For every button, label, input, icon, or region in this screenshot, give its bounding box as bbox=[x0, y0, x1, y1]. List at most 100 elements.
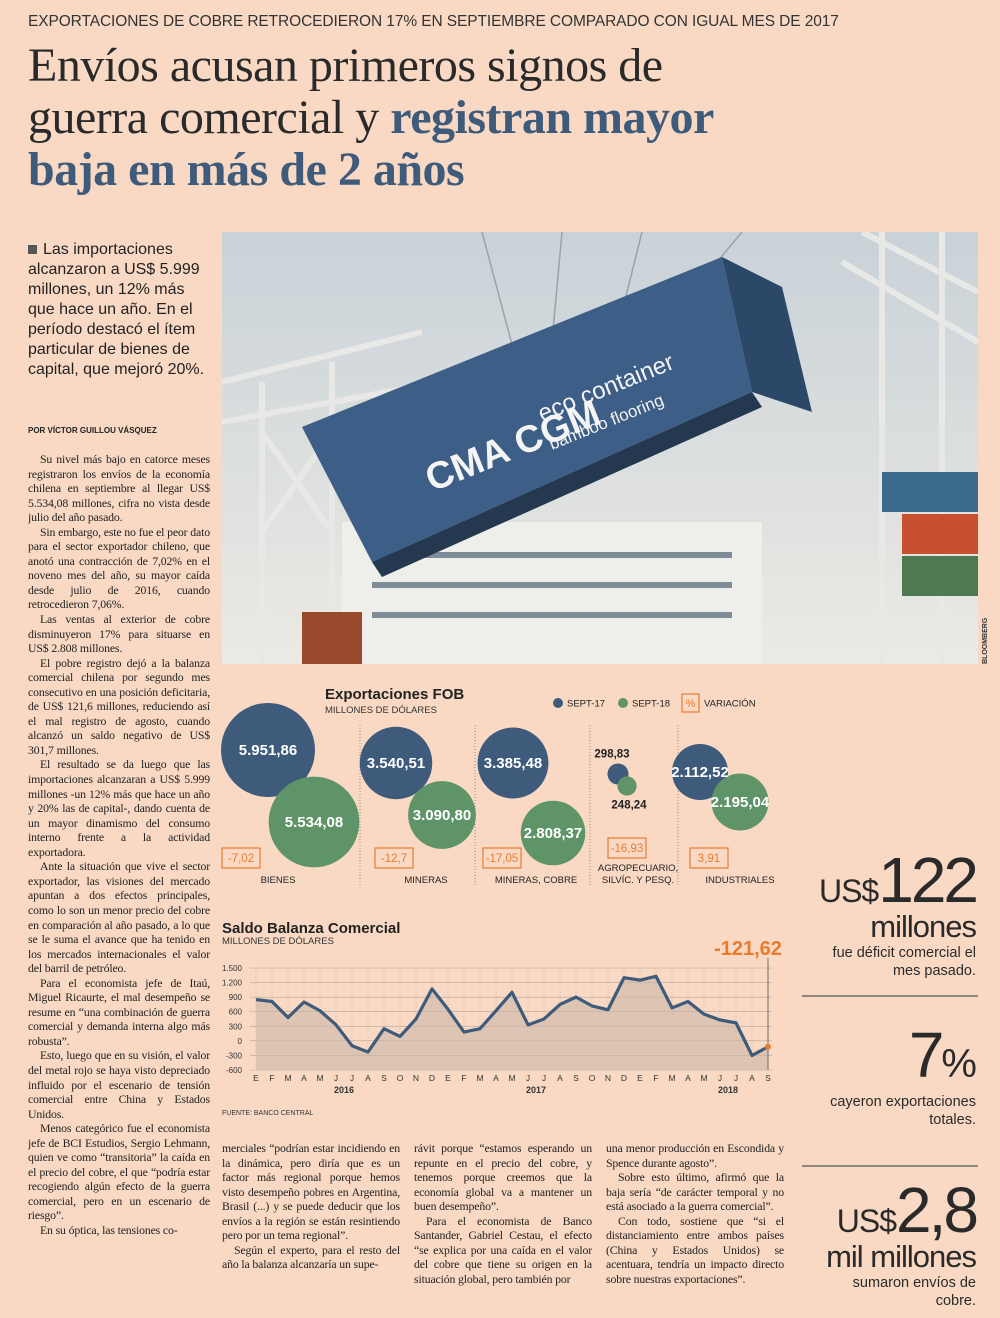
container-stacks bbox=[302, 472, 978, 664]
bubble bbox=[221, 703, 315, 797]
y-tick-label: 300 bbox=[229, 1022, 243, 1031]
x-tick-label: F bbox=[653, 1073, 658, 1083]
bubble bbox=[520, 800, 586, 866]
x-tick-label: A bbox=[749, 1073, 755, 1083]
legend-swatch bbox=[618, 698, 628, 708]
paragraph: El resultado se da luego que las importa… bbox=[28, 757, 210, 859]
highlight-unit: mil millones bbox=[826, 1239, 977, 1274]
highlight-caption: fue déficit comercial el mes pasado. bbox=[832, 945, 976, 979]
legend-label: SEPT-18 bbox=[632, 699, 670, 710]
paragraph: rávit porque “estamos esperando un repun… bbox=[414, 1141, 592, 1214]
variation-label: -7,02 bbox=[228, 853, 254, 865]
y-tick-label: 600 bbox=[229, 1008, 243, 1017]
headline: Envíos acusan primeros signos de guerra … bbox=[28, 40, 768, 196]
separator bbox=[802, 995, 978, 997]
chart-title: Saldo Balanza Comercial bbox=[222, 920, 400, 937]
legend-symbol: % bbox=[686, 698, 696, 710]
kicker: EXPORTACIONES DE COBRE RETROCEDIERON 17%… bbox=[28, 13, 839, 30]
x-tick-label: A bbox=[365, 1073, 371, 1083]
line bbox=[255, 974, 769, 1058]
paragraph: En su óptica, las tensiones co- bbox=[40, 1222, 178, 1237]
category-label: BIENES bbox=[260, 875, 296, 886]
category-label: MINERAS, COBRE bbox=[494, 875, 578, 886]
data-label: 248,24 bbox=[611, 800, 647, 812]
data-label: 2.195,04 bbox=[711, 794, 770, 811]
highlight-number: 122 bbox=[878, 844, 979, 916]
x-tick-label: E bbox=[253, 1073, 259, 1083]
highlight-number: 2,8 bbox=[896, 1174, 979, 1246]
x-tick-label: M bbox=[284, 1073, 291, 1083]
bubble bbox=[268, 776, 360, 868]
bubble-chart: Exportaciones FOB MILLONES DE DÓLARES SE… bbox=[220, 685, 790, 890]
photo-credit: BLOOMBERG bbox=[982, 617, 989, 664]
data-label: 3.385,48 bbox=[484, 755, 542, 772]
annotation-marker bbox=[765, 1043, 771, 1050]
x-tick-label: N bbox=[413, 1073, 419, 1083]
highlight-caption: sumaron envíos de cobre. bbox=[852, 1275, 976, 1309]
chart-source: FUENTE: BANCO CENTRAL bbox=[222, 1110, 314, 1117]
paragraph: El pobre registro dejó a la balanza come… bbox=[28, 655, 210, 757]
body-column: rávit porque “estamos esperando un repun… bbox=[414, 1141, 592, 1303]
paragraph: Con todo, sostiene que “si el distanciam… bbox=[606, 1213, 784, 1286]
chart-title: Exportaciones FOB bbox=[325, 686, 464, 703]
x-tick-label: M bbox=[700, 1073, 707, 1083]
lede-text: Las importaciones alcanzaron a US$ 5.999… bbox=[28, 241, 205, 378]
data-label: 5.534,08 bbox=[285, 814, 343, 831]
x-tick-label: M bbox=[668, 1073, 675, 1083]
highlight-number: 7 bbox=[908, 1019, 945, 1091]
body-column: Su nivel más bajo en catorce meses regis… bbox=[28, 452, 210, 1304]
data-label: 2.808,37 bbox=[524, 825, 582, 842]
category-label: MINERAS bbox=[404, 875, 448, 886]
data-label: 3.540,51 bbox=[367, 755, 425, 772]
paragraph: Esto, luego que en su visión, el valor d… bbox=[28, 1048, 210, 1121]
y-tick-label: 900 bbox=[229, 993, 243, 1002]
variation-box bbox=[221, 847, 261, 869]
highlight-prefix: US$ bbox=[818, 873, 879, 909]
x-tick-label: F bbox=[269, 1073, 274, 1083]
category-label: AGROPECUARIO, SILVÍC. Y PESQ. bbox=[597, 863, 679, 886]
y-tick-label: -300 bbox=[226, 1051, 243, 1060]
chart-subtitle: MILLONES DE DÓLARES bbox=[222, 936, 334, 947]
headline-emphasis: registran mayor baja en más de 2 años bbox=[28, 91, 713, 196]
x-tick-label: O bbox=[589, 1073, 596, 1083]
paragraph: Sin embargo, este no fue el peor dato pa… bbox=[28, 524, 210, 612]
paragraph: merciales “podrían estar incidiendo en l… bbox=[222, 1141, 400, 1243]
bubble bbox=[671, 743, 729, 801]
x-tick-label: J bbox=[718, 1073, 722, 1083]
paragraph: Menos categórico fue el economista jefe … bbox=[28, 1121, 210, 1223]
highlight-caption: cayeron exportaciones totales. bbox=[830, 1094, 976, 1128]
paragraph: Ante la situación que vive el sector exp… bbox=[28, 859, 210, 976]
lede: Las importaciones alcanzaron a US$ 5.999… bbox=[28, 240, 206, 380]
container: CMA CGM eco container bamboo flooring bbox=[302, 257, 812, 577]
variation-box bbox=[689, 847, 729, 869]
highlight: US$2,8 mil millones sumaron envíos de co… bbox=[786, 1178, 979, 1310]
x-tick-label: D bbox=[621, 1073, 627, 1083]
bubble bbox=[408, 781, 476, 849]
body-column: una menor producción en Escondida y Spen… bbox=[606, 1141, 784, 1303]
paragraph: Las ventas al exterior de cobre disminuy… bbox=[28, 612, 210, 656]
bubble bbox=[359, 726, 433, 800]
variation-box bbox=[374, 847, 414, 869]
highlight-prefix: US$ bbox=[836, 1203, 897, 1239]
legend-label: SEPT-17 bbox=[567, 699, 605, 710]
paragraph: Según el experto, para el resto del año … bbox=[222, 1242, 400, 1272]
x-tick-label: J bbox=[542, 1073, 546, 1083]
bubble bbox=[617, 776, 637, 796]
ship-windows bbox=[372, 552, 732, 618]
bubble bbox=[477, 727, 549, 799]
annotation-label: -121,62 bbox=[714, 938, 782, 960]
variation-label: 3,91 bbox=[698, 853, 720, 865]
x-tick-label: D bbox=[429, 1073, 435, 1083]
x-tick-label: S bbox=[573, 1073, 579, 1083]
paragraph: Sobre esto último, afirmó que la baja se… bbox=[606, 1170, 784, 1214]
data-label: 3.090,80 bbox=[413, 807, 471, 824]
x-tick-label: J bbox=[334, 1073, 338, 1083]
x-tick-label: J bbox=[526, 1073, 530, 1083]
x-tick-label: E bbox=[637, 1073, 643, 1083]
chart-subtitle: MILLONES DE DÓLARES bbox=[325, 705, 437, 716]
headline-lead: Envíos acusan primeros signos de guerra … bbox=[28, 39, 663, 144]
x-tick-label: A bbox=[493, 1073, 499, 1083]
x-tick-label: A bbox=[301, 1073, 307, 1083]
x-tick-label: N bbox=[605, 1073, 611, 1083]
bubble bbox=[711, 773, 769, 831]
